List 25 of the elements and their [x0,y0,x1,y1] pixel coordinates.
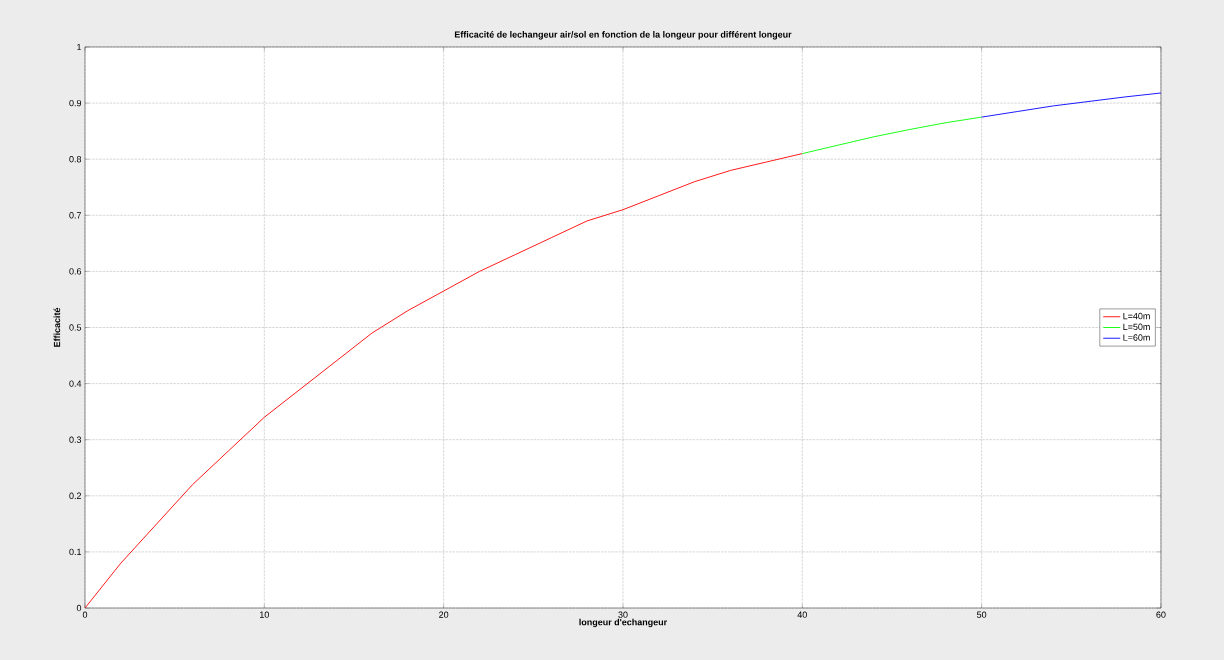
legend-label: L=60m [1123,334,1150,341]
y-tick-label: 0.1 [69,548,82,556]
x-tick-label: 40 [797,611,807,618]
y-tick-label: 0.8 [69,156,82,163]
y-tick-label: 0.6 [69,268,82,275]
x-tick-label: 50 [976,611,987,618]
y-tick-label: 0.5 [69,324,82,331]
y-tick-label: 0.3 [69,436,82,443]
x-axis-title: longeur d'echangeur [579,618,667,628]
x-tick-label: 30 [618,611,628,618]
x-tick-label: 0 [82,611,88,618]
x-tick-label: 60 [1156,611,1166,618]
x-tick-label: 20 [439,611,449,618]
legend-label: L=40m [1123,312,1150,320]
y-tick-label: 1 [77,43,82,51]
y-tick-label: 0 [76,604,82,612]
y-tick-label: 0.9 [69,99,82,107]
y-tick-label: 0.7 [69,212,82,219]
legend-label: L=50m [1123,323,1150,330]
chart-title: Efficacité de lechangeur air/sol en fonction de la longeur pour différent longeur [454,31,792,40]
line-series [801,116,983,155]
x-tick-label: 10 [260,611,269,618]
y-tick-label: 0.2 [69,492,82,499]
y-axis-title: Efficacité [53,307,61,347]
y-tick-label: 0.4 [69,380,82,387]
